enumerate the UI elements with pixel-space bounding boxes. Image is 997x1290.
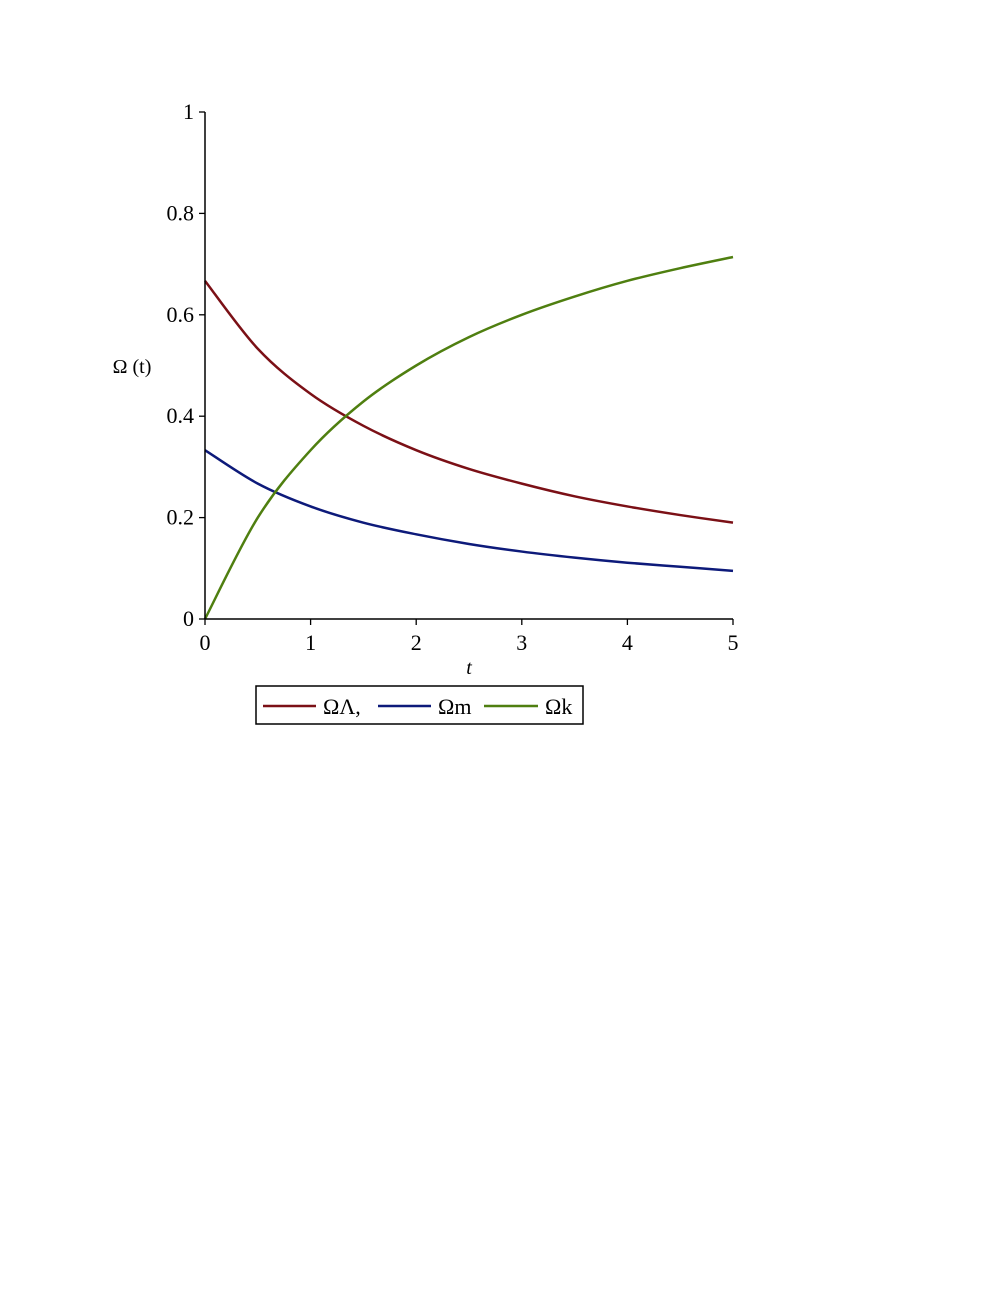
- x-tick-label: 1: [305, 630, 316, 655]
- series-line-1: [204, 449, 734, 573]
- legend-label-1: Ωm: [438, 694, 471, 719]
- legend-label-2: Ωk: [545, 694, 572, 719]
- y-tick-label: 0.2: [167, 505, 195, 530]
- plot-lines: [203, 255, 734, 620]
- y-tick-label: 0.8: [167, 200, 195, 225]
- y-tick-label: 0.4: [167, 403, 195, 428]
- x-tick-label: 3: [516, 630, 527, 655]
- y-tick-label: 1: [183, 99, 194, 124]
- axes: [204, 112, 733, 620]
- legend-label-0: ΩΛ,: [323, 694, 361, 719]
- x-axis-label: t: [466, 657, 472, 679]
- ticks: 0 1 2 3 4 5 0 0.2 0.4 0.6 0.8 1: [167, 99, 739, 655]
- series-line-0: [204, 280, 734, 524]
- x-tick-label: 4: [622, 630, 633, 655]
- x-tick-label: 2: [411, 630, 422, 655]
- series-line-2: [203, 255, 734, 620]
- x-tick-label: 0: [200, 630, 211, 655]
- y-tick-label: 0: [183, 606, 194, 631]
- y-tick-label: 0.6: [167, 302, 195, 327]
- x-tick-label: 5: [728, 630, 739, 655]
- y-axis-label: Ω (t): [113, 356, 152, 378]
- legend: ΩΛ, Ωm Ωk: [255, 685, 584, 725]
